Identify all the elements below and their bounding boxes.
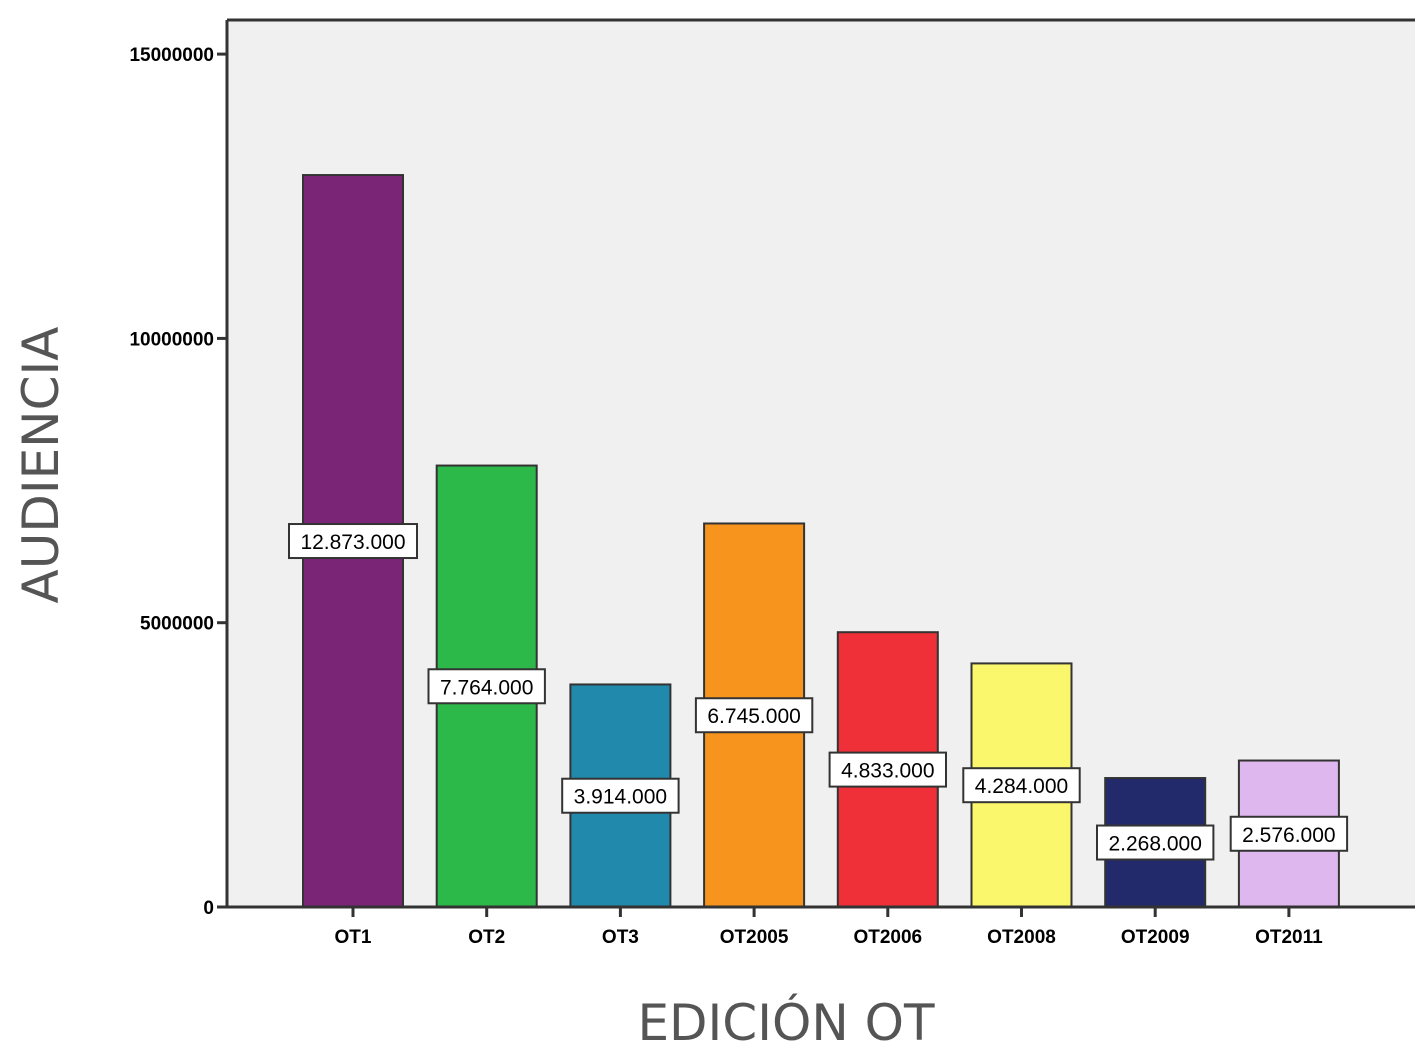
x-tick-label: OT3 — [602, 927, 639, 948]
y-tick-label: 15000000 — [129, 45, 214, 66]
x-tick-label: OT2009 — [1121, 927, 1190, 948]
data-label: 7.764.000 — [427, 668, 546, 705]
data-label-text: 2.268.000 — [1108, 833, 1201, 856]
x-tick-label: OT2011 — [1255, 927, 1323, 948]
data-label: 3.914.000 — [561, 777, 680, 814]
data-label: 2.268.000 — [1096, 824, 1215, 861]
data-label-text: 2.576.000 — [1242, 824, 1335, 847]
x-tick-label: OT2005 — [720, 927, 789, 948]
data-label-box — [694, 697, 814, 734]
x-axis-title: EDICIÓN OT — [637, 993, 935, 1042]
y-axis-title: AUDIENCIA — [12, 327, 70, 604]
data-label: 6.745.000 — [694, 697, 814, 734]
x-tick-label: OT2006 — [853, 927, 922, 948]
x-tick-label: OT2 — [468, 927, 505, 948]
data-label-box — [561, 777, 680, 814]
data-label-text: 3.914.000 — [574, 786, 667, 809]
y-tick-label: 5000000 — [140, 614, 214, 635]
data-label: 12.873.000 — [288, 523, 418, 560]
data-label-box — [962, 767, 1081, 804]
data-label-box — [427, 668, 546, 705]
data-labels: 12.873.000 7.764.000 3.914.000 6.745.000 4.8… — [288, 523, 1349, 861]
y-tick-label: 0 — [203, 898, 214, 919]
data-label-box — [1229, 815, 1349, 852]
data-label: 4.284.000 — [962, 767, 1081, 804]
data-label-box — [1096, 824, 1215, 861]
data-label-box — [288, 523, 418, 560]
y-tick-label: 10000000 — [129, 329, 214, 350]
data-label: 2.576.000 — [1229, 815, 1349, 852]
data-label: 4.833.000 — [828, 751, 947, 788]
x-tick-label: OT1 — [335, 927, 372, 948]
data-label-text: 12.873.000 — [300, 531, 405, 554]
data-label-text: 4.833.000 — [841, 760, 934, 783]
y-axis-ticks: 0 5000000 10000000 15000000 — [129, 45, 227, 919]
data-label-box — [828, 751, 947, 788]
plot-area — [227, 20, 1415, 907]
x-tick-label: OT2008 — [987, 927, 1056, 948]
data-label-text: 6.745.000 — [707, 705, 800, 728]
data-label-text: 4.284.000 — [975, 775, 1068, 798]
data-label-text: 7.764.000 — [440, 676, 533, 699]
x-axis-ticks: OT1 OT2 OT3 OT2005 OT2006 OT2008 OT2009 OT2011 — [335, 907, 1323, 948]
